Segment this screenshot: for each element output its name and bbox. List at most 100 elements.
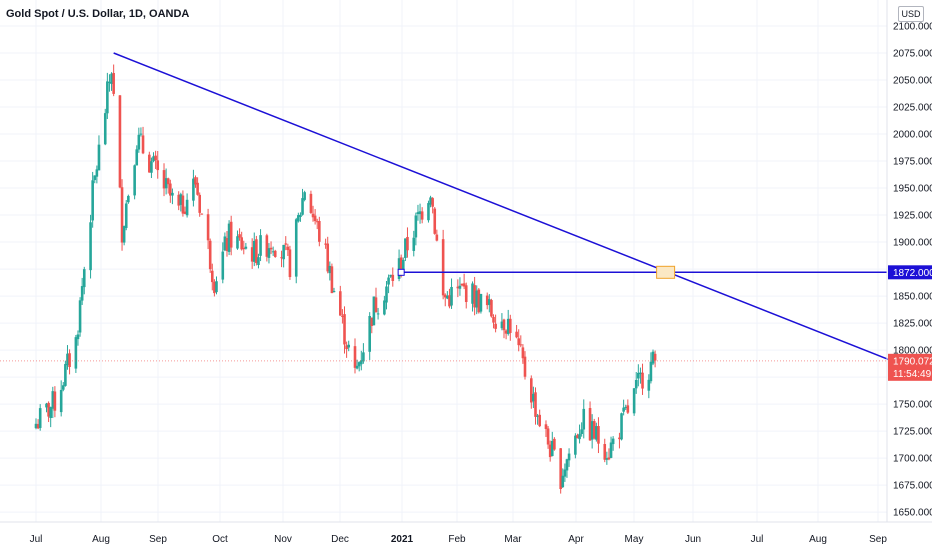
candle-down (399, 257, 403, 270)
candle-down (420, 211, 424, 220)
candle-up (582, 408, 586, 430)
candle-down (519, 344, 523, 346)
candle-down (141, 135, 145, 154)
candle-up (108, 81, 111, 83)
candle-up (605, 458, 609, 460)
price-tick-label: 1750.000 (893, 400, 932, 411)
price-tick-label: 2025.000 (893, 103, 932, 114)
price-tick-label: 1950.000 (893, 184, 932, 195)
candle-up (414, 215, 418, 238)
candle-up (61, 385, 65, 390)
candle-down (265, 235, 269, 257)
candle-down (343, 314, 346, 345)
candle-down (603, 444, 607, 460)
price-tick-label: 2000.000 (893, 130, 932, 141)
drawings[interactable] (0, 52, 920, 373)
last-price-tag (888, 353, 932, 381)
candle-up (609, 442, 613, 458)
candle-down (330, 266, 334, 294)
candle-up (76, 334, 80, 340)
candle-down (431, 198, 434, 207)
time-tick-label: Jul (751, 534, 764, 545)
candle-up (488, 299, 491, 305)
candle-up (416, 212, 420, 215)
candle-up (580, 429, 583, 434)
candle-up (227, 223, 231, 252)
candle-down (210, 270, 214, 283)
candle-up (376, 313, 380, 315)
currency-button[interactable]: USD (898, 6, 924, 22)
candle-down (339, 291, 342, 316)
candle-down (196, 182, 199, 195)
candle-up (368, 315, 371, 352)
candle-up (387, 277, 390, 285)
candle-up (332, 290, 336, 293)
candle-up (95, 169, 99, 177)
candle-up (479, 293, 483, 312)
candle-down (284, 243, 288, 245)
price-tick-label: 1800.000 (893, 346, 932, 357)
candle-up (152, 156, 155, 162)
candle-up (51, 391, 55, 409)
candle-up (223, 236, 227, 251)
candle-up (590, 421, 594, 440)
countdown-label: 11:54:49 (893, 369, 932, 380)
candle-down (588, 408, 592, 441)
candle-up (362, 352, 365, 362)
candle-down (473, 285, 476, 308)
candle-down (546, 428, 550, 445)
candle-down (47, 402, 50, 417)
candle-down (206, 214, 210, 241)
candle-down (169, 183, 172, 196)
candle-down (120, 187, 124, 243)
candle-up (179, 194, 183, 205)
candle-up (624, 406, 628, 408)
candle-up (236, 236, 239, 249)
candle-down (112, 72, 115, 94)
candle-down (509, 318, 512, 333)
candle-up (385, 286, 388, 303)
candle-down (529, 378, 533, 403)
candle-down (490, 300, 493, 317)
candle-down (194, 177, 197, 185)
candle-up (91, 180, 94, 221)
candle-up (297, 215, 300, 222)
candle-up (164, 178, 168, 189)
candle-up (64, 364, 67, 386)
price-tick-label: 1700.000 (893, 454, 932, 465)
candle-up (97, 144, 101, 171)
time-tick-label: Sep (869, 534, 887, 545)
candle-down (592, 421, 596, 439)
candle-up (357, 362, 361, 367)
candle-up (80, 286, 84, 301)
candle-down (576, 435, 579, 439)
price-tick-label: 1850.000 (893, 292, 932, 303)
candle-up (59, 389, 63, 413)
candle-down (213, 281, 216, 294)
intersection-marker (656, 265, 676, 279)
candle-up (536, 415, 539, 417)
candle-up (532, 393, 535, 402)
candle-up (574, 435, 577, 455)
time-tick-label: May (625, 534, 644, 545)
candle-down (485, 295, 489, 306)
candle-up (567, 453, 571, 461)
candle-up (135, 149, 139, 166)
candle-up (397, 258, 401, 279)
descending-trendline (113, 52, 920, 373)
candle-up (475, 290, 479, 308)
candle-down (238, 234, 241, 238)
candle-down (462, 283, 466, 287)
candle-down (181, 195, 185, 214)
candle-down (286, 246, 290, 251)
candle-down (154, 155, 157, 161)
time-tick-label: Dec (331, 534, 349, 545)
candle-down (341, 315, 344, 317)
candle-down (269, 247, 273, 250)
price-tick-label: 2050.000 (893, 76, 932, 87)
candlestick-series[interactable] (34, 64, 657, 494)
candle-down (318, 220, 321, 242)
